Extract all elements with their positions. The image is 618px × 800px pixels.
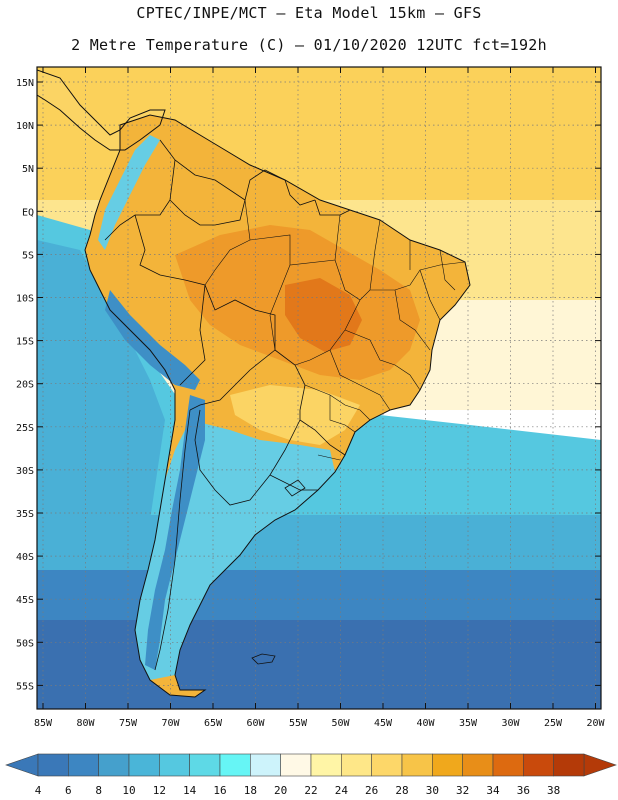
lon-label: 25W <box>544 718 563 729</box>
land-andes-central <box>105 290 200 390</box>
map-field <box>37 67 601 709</box>
chart-subtitle: 2 Metre Temperature (C) — 01/10/2020 12U… <box>71 36 547 54</box>
lon-label: 50W <box>331 718 350 729</box>
ocean-band-cold <box>37 570 601 625</box>
colorbar-label: 28 <box>395 784 408 797</box>
land-hot-core <box>285 278 362 352</box>
colorbar-labels: 4 6 8 10 12 14 16 18 20 22 24 26 28 30 32 34 36 38 <box>35 784 561 797</box>
colorbar-swatch <box>462 753 494 777</box>
plot-frame <box>36 66 602 710</box>
colorbar-label: 24 <box>335 784 349 797</box>
borders <box>37 69 471 698</box>
colorbar-label: 22 <box>304 784 317 797</box>
colorbar-label: 36 <box>517 784 530 797</box>
lon-label: 75W <box>119 718 138 729</box>
lon-label: 80W <box>76 718 95 729</box>
lon-label: 55W <box>289 718 308 729</box>
colorbar-swatch <box>432 753 463 777</box>
lon-label: 35W <box>459 718 478 729</box>
colorbar-label: 12 <box>153 784 166 797</box>
coastline <box>84 114 471 698</box>
colorbar-label: 20 <box>274 784 287 797</box>
lon-label: 70W <box>161 718 180 729</box>
colorbar-label: 8 <box>95 784 102 797</box>
colorbar-swatch <box>37 753 69 777</box>
lat-label: 35S <box>16 509 34 520</box>
longitude-labels: 85W 80W 75W 70W 65W 60W 55W 50W 45W 40W 35W 30W 25W 2… <box>34 718 606 729</box>
lat-label: 30S <box>16 466 34 477</box>
colorbar-label: 26 <box>365 784 378 797</box>
ocean-cold-pacific-coast <box>37 240 165 520</box>
colorbar-swatch <box>371 753 403 777</box>
lat-label: 50S <box>16 638 34 649</box>
lat-label: 5S <box>22 250 34 261</box>
lat-label: 25S <box>16 423 34 434</box>
ocean-band-polar <box>37 620 601 709</box>
state-borders <box>204 199 466 461</box>
axis-ticks <box>37 67 601 709</box>
lon-label: 45W <box>374 718 393 729</box>
lat-label: 5N <box>22 164 34 175</box>
colorbar-swatch <box>189 753 221 777</box>
colorbar-label: 14 <box>183 784 197 797</box>
lat-label: EQ <box>22 207 34 218</box>
lat-label: 45S <box>16 595 34 606</box>
lat-label: 15N <box>16 78 34 89</box>
colorbar-label: 18 <box>244 784 257 797</box>
colorbar-swatch <box>159 753 190 777</box>
lon-label: 20W <box>586 718 605 729</box>
lon-label: 85W <box>34 718 53 729</box>
ocean-band-cool <box>37 515 601 575</box>
lat-label: 55S <box>16 681 34 692</box>
colorbar-swatch <box>219 753 251 777</box>
falkland-islands <box>251 653 276 665</box>
land-warm-south <box>230 385 360 445</box>
colorbar-label: 34 <box>486 784 500 797</box>
colorbar-label: 6 <box>65 784 72 797</box>
lat-label: 20S <box>16 380 34 391</box>
colorbar-swatch <box>553 753 585 777</box>
lon-label: 65W <box>204 718 223 729</box>
colorbar-label: 38 <box>547 784 560 797</box>
colorbar-swatch <box>280 753 312 777</box>
latitude-labels: 15N 10N 5N EQ 5S 10S 15S 20S 25S 30S 35S 40S 45S 50S 5… <box>16 78 34 692</box>
lon-label: 40W <box>416 718 435 729</box>
lagoa-dos-patos <box>284 479 306 497</box>
land-andes-north <box>98 135 160 250</box>
colorbar-label: 4 <box>35 784 42 797</box>
lon-label: 30W <box>501 718 520 729</box>
colorbar-swatch <box>250 753 281 777</box>
colorbar-label: 32 <box>456 784 469 797</box>
colorbar-swatch <box>401 753 433 777</box>
lat-label: 15S <box>16 337 34 348</box>
lat-label: 40S <box>16 552 34 563</box>
central-america-coast <box>37 69 166 151</box>
colorbar-swatch <box>310 753 342 777</box>
colorbar-swatch <box>68 753 99 777</box>
colorbar <box>5 753 617 777</box>
chart-title: CPTEC/INPE/MCT — Eta Model 15km — GFS <box>136 4 482 22</box>
colorbar-arrow-low <box>5 753 39 777</box>
lon-label: 60W <box>246 718 265 729</box>
colorbar-swatch <box>341 753 372 777</box>
colorbar-swatch <box>523 753 554 777</box>
colorbar-arrow-high <box>583 753 617 777</box>
colorbar-swatch <box>128 753 160 777</box>
colorbar-label: 10 <box>122 784 135 797</box>
colorbar-label: 16 <box>213 784 226 797</box>
lat-label: 10S <box>16 294 34 305</box>
lat-label: 10N <box>16 121 34 132</box>
colorbar-swatch <box>492 753 524 777</box>
colorbar-swatch <box>98 753 130 777</box>
colorbar-label: 30 <box>426 784 439 797</box>
land-andes-south <box>145 395 205 670</box>
